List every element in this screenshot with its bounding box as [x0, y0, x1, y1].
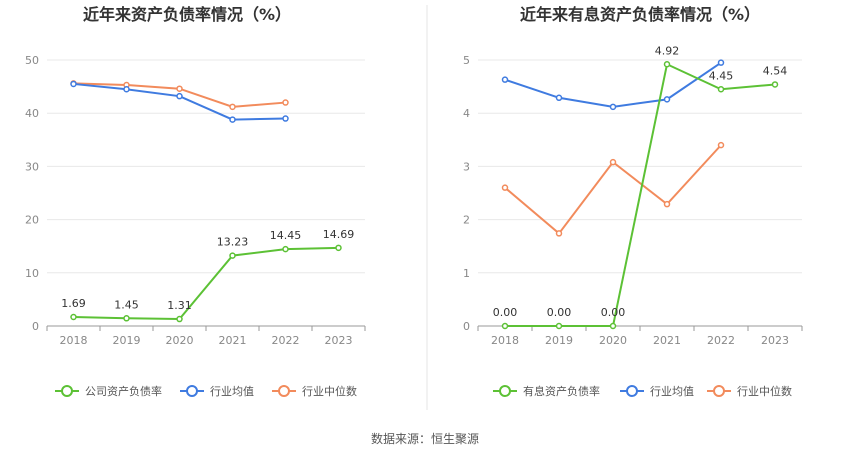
y-tick-label: 30 — [25, 160, 39, 173]
x-tick-label: 2018 — [60, 334, 88, 347]
chart-title: 近年来有息资产负债率情况（%） — [520, 5, 760, 24]
data-point — [335, 244, 342, 252]
data-point — [717, 59, 725, 66]
y-tick-label: 40 — [25, 107, 39, 120]
legend-marker — [61, 385, 73, 397]
data-label: 1.31 — [167, 299, 192, 312]
data-point — [229, 103, 236, 111]
y-tick-label: 0 — [32, 320, 39, 333]
data-point — [176, 92, 183, 100]
x-tick-label: 2021 — [219, 334, 247, 347]
data-point — [282, 115, 289, 122]
data-point — [501, 76, 509, 83]
data-point — [609, 103, 617, 111]
data-point — [70, 80, 77, 88]
data-label: 14.45 — [270, 229, 302, 242]
data-label: 4.45 — [709, 69, 734, 82]
data-point — [501, 322, 509, 330]
legend-label: 行业均值 — [650, 385, 694, 398]
data-point — [123, 86, 130, 93]
y-tick-label: 2 — [463, 214, 470, 227]
data-source-note: 数据来源：恒生聚源 — [370, 432, 479, 446]
data-point — [555, 230, 563, 237]
y-tick-label: 3 — [463, 160, 470, 173]
y-tick-label: 1 — [463, 267, 470, 280]
data-point — [771, 81, 779, 88]
data-label: 14.69 — [323, 228, 355, 241]
legend-marker — [499, 385, 511, 397]
x-tick-label: 2022 — [272, 334, 300, 347]
x-tick-label: 2023 — [761, 334, 789, 347]
legend-marker — [186, 385, 198, 397]
data-point — [555, 322, 563, 330]
data-point — [70, 313, 77, 321]
data-point — [176, 315, 183, 323]
chart-interest-bearing-debt-ratio: 近年来有息资产负债率情况（%） 0 1 2 3 4 5 2018 2019 2020 2021 202… — [463, 5, 803, 398]
data-point — [123, 315, 130, 322]
legend-marker — [713, 385, 725, 397]
data-point — [176, 85, 183, 92]
data-point — [555, 94, 563, 102]
data-point — [609, 322, 617, 330]
data-label: 4.92 — [655, 44, 680, 57]
legend-label: 行业中位数 — [737, 384, 792, 398]
x-tick-label: 2023 — [325, 334, 353, 347]
data-point — [663, 61, 671, 68]
x-tick-label: 2021 — [653, 334, 681, 347]
legend-marker — [278, 385, 290, 397]
data-point — [663, 96, 671, 103]
legend-marker — [626, 385, 638, 397]
x-tick-label: 2020 — [599, 334, 627, 347]
x-tick-label: 2019 — [545, 334, 573, 347]
y-tick-label: 20 — [25, 214, 39, 227]
y-tick-label: 5 — [463, 54, 470, 67]
data-point — [663, 200, 671, 208]
chart-debt-ratio: 近年来资产负债率情况（%） 0 10 20 30 40 50 2018 2019 2020 2021… — [25, 5, 366, 398]
data-point — [282, 245, 289, 253]
chart-title: 近年来资产负债率情况（%） — [83, 5, 291, 24]
y-tick-label: 10 — [25, 267, 39, 280]
data-point — [501, 184, 509, 191]
data-point — [717, 86, 725, 93]
y-tick-label: 4 — [463, 107, 470, 120]
x-tick-label: 2018 — [491, 334, 519, 347]
data-label: 4.54 — [763, 64, 788, 77]
data-point — [282, 99, 289, 106]
data-point — [229, 252, 236, 259]
x-tick-label: 2019 — [113, 334, 141, 347]
series-line — [73, 246, 339, 321]
y-tick-label: 0 — [463, 320, 470, 333]
x-tick-label: 2020 — [166, 334, 194, 347]
data-point — [229, 116, 236, 123]
data-point — [609, 158, 617, 166]
data-label: 0.00 — [493, 306, 518, 319]
legend-label: 行业均值 — [210, 385, 254, 398]
data-label: 0.00 — [547, 306, 572, 319]
data-point — [717, 141, 725, 149]
legend-label: 公司资产负债率 — [85, 384, 162, 398]
series-line — [504, 144, 722, 235]
series-line — [504, 61, 722, 108]
data-label: 0.00 — [601, 306, 626, 319]
series-line — [505, 62, 776, 327]
data-label: 1.45 — [114, 298, 139, 311]
data-label: 1.69 — [61, 297, 86, 310]
legend-label: 有息资产负债率 — [523, 384, 600, 398]
y-tick-label: 50 — [25, 54, 39, 67]
legend-label: 行业中位数 — [302, 384, 357, 398]
data-label: 13.23 — [217, 236, 249, 249]
x-tick-label: 2022 — [707, 334, 735, 347]
